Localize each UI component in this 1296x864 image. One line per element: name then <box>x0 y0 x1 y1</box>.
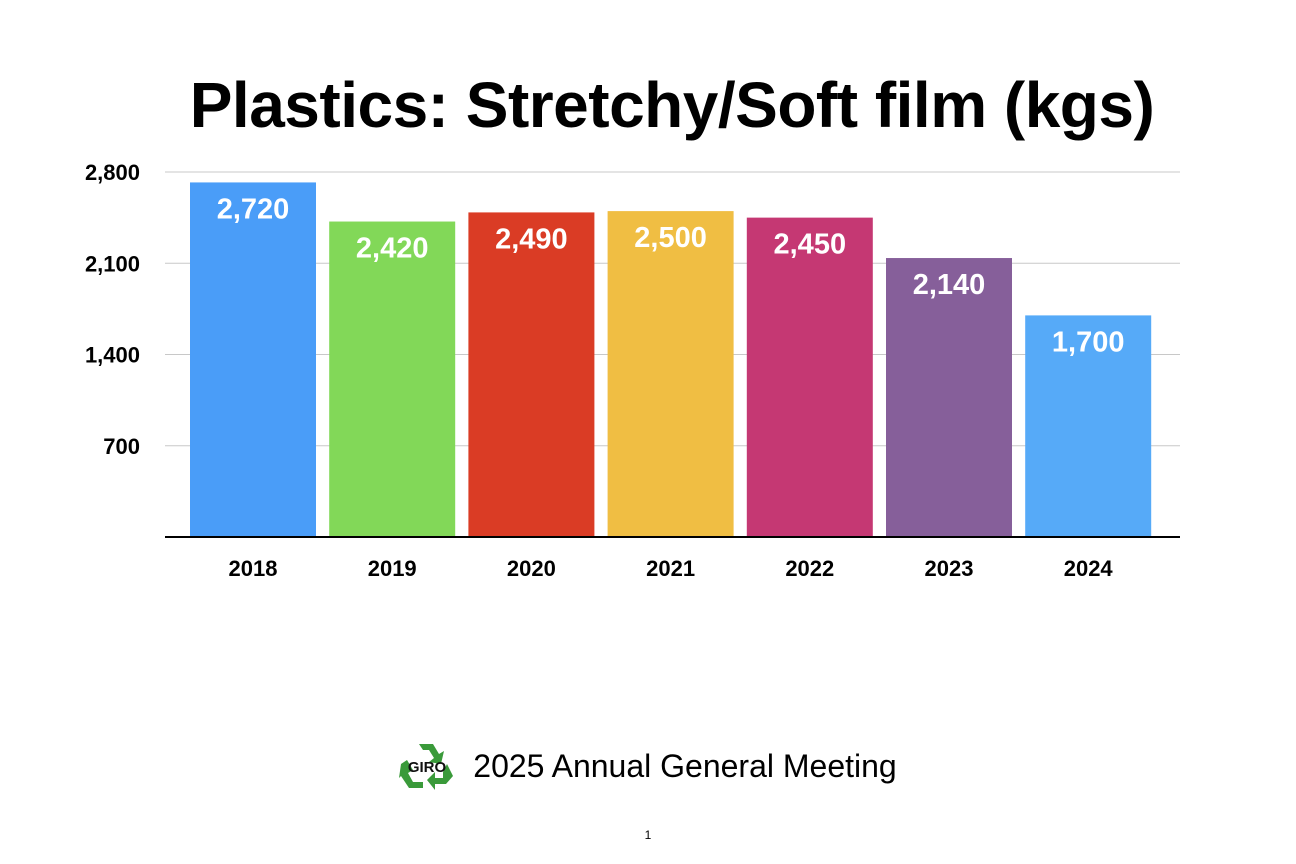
data-label: 2,140 <box>913 269 986 301</box>
x-tick-label: 2021 <box>646 556 695 581</box>
data-label: 2,450 <box>774 229 847 261</box>
x-tick-label: 2024 <box>1064 556 1114 581</box>
data-label: 2,500 <box>634 222 707 254</box>
y-tick-label: 1,400 <box>85 343 140 368</box>
data-label: 2,720 <box>217 193 290 225</box>
recycle-logo-icon: GIRO <box>399 744 454 790</box>
y-tick-label: 2,800 <box>85 160 140 185</box>
x-tick-label: 2023 <box>925 556 974 581</box>
footer-text: 2025 Annual General Meeting <box>473 747 897 784</box>
data-label: 2,490 <box>495 223 568 255</box>
y-tick-label: 2,100 <box>85 251 140 276</box>
data-label: 1,700 <box>1052 326 1125 358</box>
logo-text: GIRO <box>408 759 447 776</box>
y-tick-label: 700 <box>103 434 140 459</box>
bar-chart: 700 1,400 2,100 2,800 2,720 2018 2,420 2019 2,49… <box>85 160 1180 581</box>
bar <box>746 217 873 537</box>
bar <box>190 182 316 537</box>
page-number: 1 <box>644 828 652 842</box>
data-label: 2,420 <box>356 233 429 265</box>
bar <box>468 212 595 538</box>
bar <box>886 258 1012 537</box>
bar <box>329 221 456 538</box>
x-tick-label: 2019 <box>368 556 417 581</box>
x-tick-label: 2018 <box>229 556 278 581</box>
bar <box>1025 315 1152 537</box>
bar <box>607 211 734 537</box>
x-tick-label: 2020 <box>507 556 556 581</box>
chart-title: Plastics: Stretchy/Soft film (kgs) <box>189 69 1155 141</box>
footer: GIRO 2025 Annual General Meeting <box>0 740 1296 792</box>
x-tick-label: 2022 <box>785 556 834 581</box>
